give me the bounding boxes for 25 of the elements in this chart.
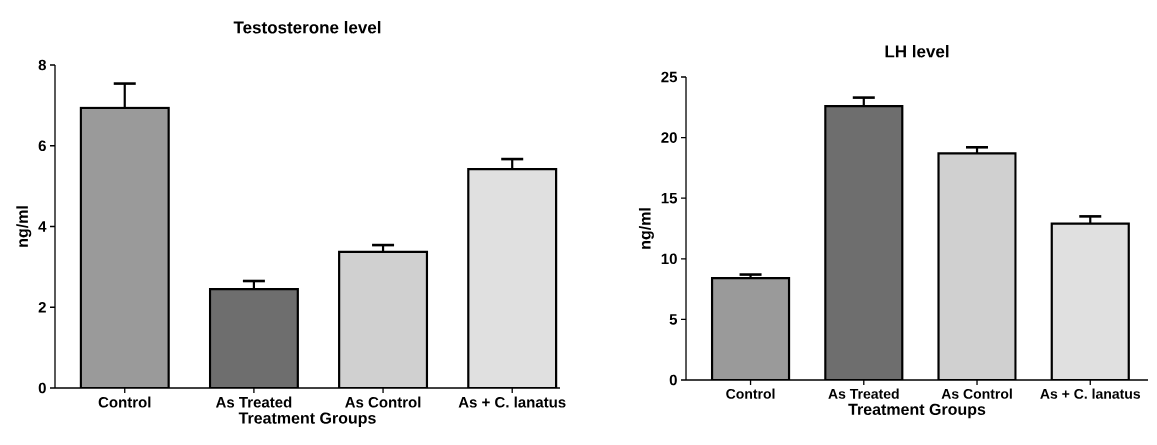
- chart-title: LH level: [885, 44, 949, 58]
- y-tick-label: 0: [669, 374, 677, 386]
- y-tick-label: 2: [38, 302, 46, 313]
- x-tick-label: As + C. lanatus: [1040, 388, 1141, 399]
- x-tick-label: As Control: [941, 388, 1012, 399]
- x-tick-label: Control: [98, 396, 151, 408]
- x-tick-label: As Control: [345, 396, 421, 408]
- y-tick-label: 0: [38, 382, 46, 394]
- y-tick-label: 20: [661, 132, 677, 143]
- y-tick-label: 5: [669, 314, 678, 325]
- x-tick-label: Control: [726, 388, 775, 399]
- y-tick-label: 8: [38, 59, 46, 71]
- x-tick-label: As Treated: [215, 396, 292, 408]
- y-axis-title: ng/ml: [638, 208, 654, 249]
- y-tick-label: 4: [38, 221, 47, 232]
- y-tick-label: 10: [661, 253, 677, 265]
- x-tick-label: As Treated: [828, 388, 899, 399]
- y-axis-title: ng/ml: [16, 206, 32, 247]
- x-tick-label: As + C. lanatus: [458, 396, 566, 408]
- y-tick-label: 25: [661, 71, 678, 83]
- x-axis-title: Treatment Groups: [848, 403, 986, 419]
- chart-title: Testosterone level: [233, 20, 381, 34]
- y-tick-label: 6: [38, 140, 46, 152]
- y-tick-label: 15: [661, 192, 678, 204]
- x-axis-title: Treatment Groups: [238, 412, 376, 427]
